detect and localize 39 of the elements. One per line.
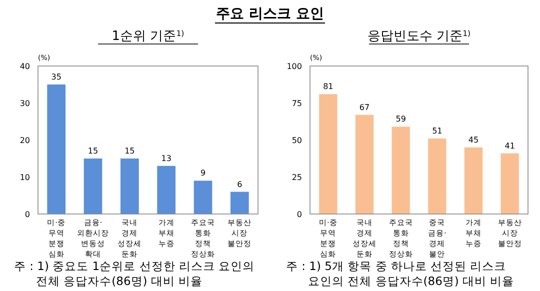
data-label: 45 (468, 135, 479, 144)
bar (392, 126, 410, 214)
text: 주 : 1) 5개 항목 중 하나로 선정된 리스크 요인의 전체 응답자수(86명) 대비 비율 (286, 259, 514, 288)
chart-title: 응답빈도수 기준$^{1)}$ (367, 28, 471, 44)
bar (47, 84, 66, 214)
data-label: 67 (359, 102, 370, 112)
bar (230, 192, 249, 214)
y-tick-label: 30 (20, 98, 30, 108)
bar (194, 180, 212, 214)
y-tick-label: 100 (286, 62, 302, 71)
text: 주 : 1) 중요도 1순위로 선정한 리스크 요인의 전체 응답자수(86명) 대비 비율 (14, 259, 255, 288)
data-label: 41 (504, 141, 515, 150)
y-tick-label: 0 (296, 210, 302, 219)
bar (355, 114, 374, 214)
data-label: 9 (200, 168, 206, 178)
data-label: 13 (161, 154, 172, 163)
y-tick-label: 0 (24, 210, 30, 219)
bar (500, 153, 519, 214)
y-tick-label: 10 (20, 172, 30, 182)
bar (120, 158, 139, 214)
data-label: 51 (432, 126, 442, 136)
y-tick-label: 40 (20, 62, 30, 71)
y-tick-label: 25 (292, 172, 302, 182)
bar (319, 94, 338, 214)
y-tick-label: 50 (292, 136, 302, 145)
bar (84, 158, 102, 214)
data-label: 6 (237, 180, 242, 189)
data-label: 59 (396, 114, 406, 124)
data-label: 15 (88, 146, 98, 156)
data-label: 15 (124, 146, 135, 156)
bar (464, 147, 483, 214)
chart-title: 1순위 기준$^{1)}$ (112, 28, 184, 44)
data-label: 81 (323, 82, 334, 92)
text: 주요 리스크 요인 (216, 6, 324, 22)
bar (157, 166, 176, 214)
data-label: 35 (51, 72, 62, 82)
bar (428, 138, 446, 214)
y-tick-label: 75 (292, 98, 302, 108)
y-tick-label: 20 (20, 136, 30, 145)
